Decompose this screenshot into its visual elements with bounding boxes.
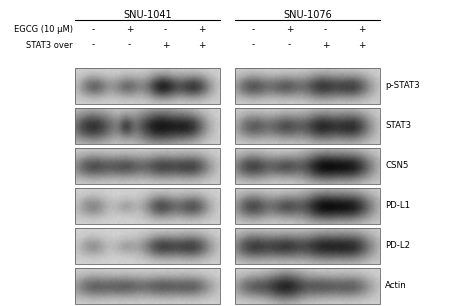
Text: -: - [252, 25, 255, 35]
Bar [235, 68, 380, 104]
Bar [75, 228, 220, 264]
Text: -: - [288, 40, 291, 50]
Bar [235, 268, 380, 304]
Text: -: - [324, 25, 327, 35]
Text: +: + [358, 25, 366, 35]
Bar [235, 148, 380, 184]
Text: +: + [358, 40, 366, 50]
Text: p-STAT3: p-STAT3 [385, 81, 420, 91]
Text: CSN5: CSN5 [385, 162, 409, 170]
Bar [75, 68, 220, 104]
Text: +: + [322, 40, 329, 50]
Text: STAT3 over: STAT3 over [26, 40, 73, 50]
Text: -: - [252, 40, 255, 50]
Bar [75, 268, 220, 304]
Text: PD-L2: PD-L2 [385, 241, 410, 251]
Bar [75, 108, 220, 144]
Text: EGCG (10 μM): EGCG (10 μM) [14, 25, 73, 35]
Text: -: - [164, 25, 167, 35]
Text: STAT3: STAT3 [385, 121, 411, 130]
Text: SNU-1076: SNU-1076 [283, 10, 332, 20]
Text: PD-L1: PD-L1 [385, 201, 410, 211]
Bar [75, 148, 220, 184]
Text: +: + [198, 40, 206, 50]
Text: -: - [92, 25, 95, 35]
Text: +: + [162, 40, 170, 50]
Text: -: - [92, 40, 95, 50]
Text: +: + [126, 25, 133, 35]
Bar [75, 188, 220, 224]
Text: -: - [128, 40, 131, 50]
Text: Actin: Actin [385, 282, 407, 290]
Text: +: + [285, 25, 293, 35]
Bar [235, 228, 380, 264]
Bar [235, 108, 380, 144]
Text: +: + [198, 25, 206, 35]
Text: SNU-1041: SNU-1041 [123, 10, 172, 20]
Bar [235, 188, 380, 224]
